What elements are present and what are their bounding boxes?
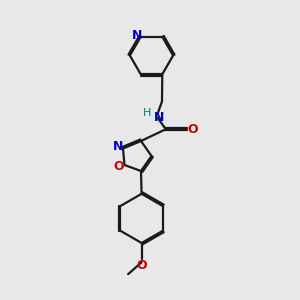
Text: N: N (132, 29, 142, 42)
Text: O: O (187, 123, 198, 136)
Text: N: N (112, 140, 123, 154)
Text: H: H (143, 107, 151, 118)
Text: O: O (136, 259, 147, 272)
Text: N: N (154, 111, 164, 124)
Text: O: O (113, 160, 124, 173)
